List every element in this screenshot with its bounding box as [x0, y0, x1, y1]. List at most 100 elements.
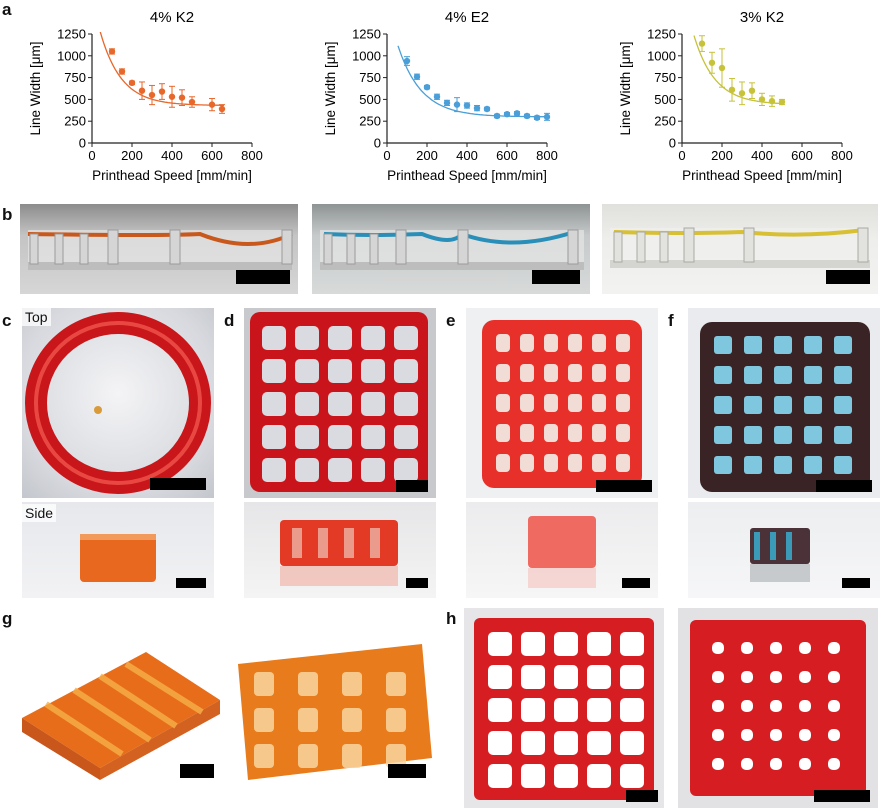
label-top: Top	[22, 308, 51, 326]
grid-pore	[799, 758, 811, 770]
grid-pore	[521, 764, 545, 788]
grid-pore	[488, 731, 512, 755]
data-point	[188, 98, 196, 106]
grid-pore	[616, 424, 630, 442]
grid-pore	[799, 642, 811, 654]
scale-bar	[532, 270, 580, 284]
grid-pore	[714, 426, 732, 444]
x-tick-label: 800	[241, 148, 263, 163]
grid-pore	[828, 671, 840, 683]
scale-bar	[388, 764, 426, 778]
grid-pore	[361, 425, 385, 449]
x-tick-label: 800	[831, 148, 853, 163]
grid-pore	[568, 424, 582, 442]
grid-pore	[804, 396, 822, 414]
grid-pore	[774, 426, 792, 444]
data-point	[768, 97, 776, 105]
data-point	[158, 88, 166, 95]
grid-pore	[804, 426, 822, 444]
scale-bar	[150, 478, 206, 490]
grid-pore	[295, 425, 319, 449]
grid-pore	[386, 708, 406, 732]
y-tick-label: 750	[64, 70, 86, 85]
grid-pore	[554, 632, 578, 656]
scale-bar	[816, 480, 872, 492]
grid-pore	[544, 394, 558, 412]
scale-bar	[396, 480, 428, 492]
data-point	[728, 86, 736, 94]
grid-drawing-h1	[474, 618, 654, 800]
data-point	[513, 110, 521, 117]
y-tick-label: 1000	[57, 48, 86, 63]
panel-label-h: h	[446, 609, 457, 628]
grid-pore	[488, 665, 512, 689]
grid-pore	[328, 326, 352, 350]
grid-pore	[568, 334, 582, 352]
y-tick-label: 250	[359, 114, 381, 129]
filament-drawing-k2	[27, 229, 293, 270]
grid-pore	[328, 425, 352, 449]
data-point	[533, 114, 541, 121]
photo-d-grid-top	[244, 308, 436, 498]
grid-pore	[744, 336, 762, 354]
grid-pore	[712, 642, 724, 654]
grid-pore	[254, 744, 274, 768]
grid-pore	[799, 671, 811, 683]
grid-pore	[328, 392, 352, 416]
grid-pore	[712, 671, 724, 683]
y-tick-label: 750	[654, 70, 676, 85]
grid-pore	[834, 366, 852, 384]
grid-pore	[712, 758, 724, 770]
grid-pore	[774, 396, 792, 414]
grid-pore	[361, 326, 385, 350]
scale-bar	[622, 578, 650, 588]
filament-drawing-e2	[320, 229, 584, 270]
grid-pore	[361, 392, 385, 416]
scale-bar	[814, 790, 870, 802]
grid-pore	[262, 458, 286, 482]
data-point	[423, 83, 431, 91]
scale-bar	[826, 270, 870, 284]
x-tick-label: 400	[456, 148, 478, 163]
data-point	[523, 112, 531, 120]
photo-g-lattice-front	[232, 628, 438, 792]
grid-pore	[394, 359, 418, 383]
data-point	[543, 113, 551, 121]
panel-label-d: d	[224, 311, 235, 330]
panel-label-b: b	[2, 205, 13, 224]
data-point	[738, 90, 746, 97]
y-tick-label: 1000	[352, 48, 381, 63]
grid-pore	[394, 425, 418, 449]
grid-pore	[770, 671, 782, 683]
grid-pore	[554, 731, 578, 755]
photo-e-side	[466, 502, 658, 598]
x-tick-label: 0	[88, 148, 95, 163]
grid-pore	[488, 764, 512, 788]
grid-pore	[620, 764, 644, 788]
photo-h-grid-small-pores	[678, 608, 878, 808]
chart-3pct-k2: 3% K2 0 250 500 750 1000 1250 0 200 400 600 800 Prin…	[618, 9, 853, 183]
data-point	[138, 87, 146, 94]
grid-pore	[616, 454, 630, 472]
lattice-drawing-g1	[22, 652, 220, 780]
grid-pore	[587, 665, 611, 689]
scale-bar	[406, 578, 428, 588]
grid-pore	[262, 359, 286, 383]
grid-pore	[554, 764, 578, 788]
grid-pore	[521, 731, 545, 755]
y-axis-label: Line Width [μm]	[618, 41, 633, 135]
grid-pore	[770, 729, 782, 741]
data-point	[708, 59, 716, 66]
x-tick-label: 0	[383, 148, 390, 163]
side-drawing-d	[280, 520, 398, 586]
grid-pore	[262, 326, 286, 350]
grid-pore	[554, 665, 578, 689]
grid-pore	[496, 454, 510, 472]
grid-pore	[592, 454, 606, 472]
grid-pore	[828, 700, 840, 712]
grid-pore	[712, 729, 724, 741]
grid-pore	[544, 334, 558, 352]
grid-pore	[804, 336, 822, 354]
lattice-drawing-g2	[238, 644, 432, 780]
grid-pore	[544, 424, 558, 442]
